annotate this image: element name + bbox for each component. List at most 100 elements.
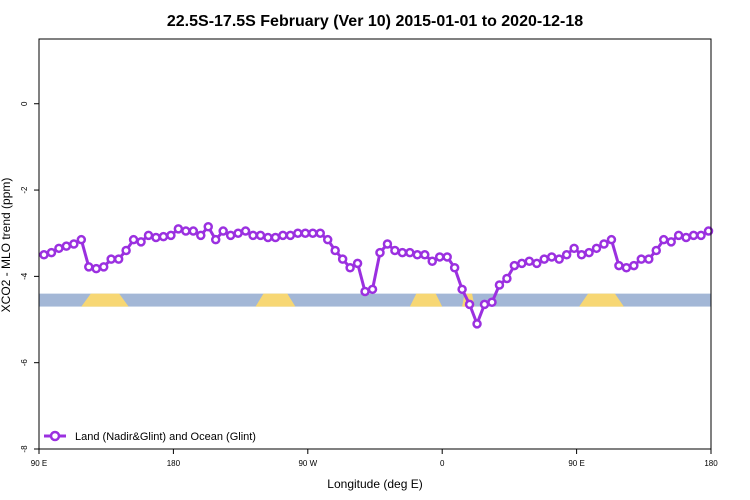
data-point: [300, 228, 311, 238]
data-point: [188, 226, 199, 236]
data-point: [270, 232, 281, 243]
data-point: [84, 262, 94, 272]
data-point: [703, 226, 714, 236]
data-point: [173, 224, 184, 234]
data-point: [143, 230, 154, 241]
data-point: [91, 263, 101, 274]
data-point: [345, 262, 355, 273]
data-point: [651, 245, 661, 256]
data-point: [561, 250, 572, 260]
data-point: [360, 286, 370, 297]
chart-title: 22.5S-17.5S February (Ver 10) 2015-01-01…: [167, 13, 583, 30]
data-point: [181, 226, 191, 236]
data-point: [337, 254, 348, 264]
y-axis: 0 -2 -4 -6 -8: [20, 101, 39, 453]
data-point: [464, 299, 475, 310]
data-point: [405, 247, 415, 258]
data-point: [248, 230, 258, 241]
data-point: [263, 232, 273, 243]
data-point: [54, 243, 64, 254]
data-point: [420, 250, 430, 260]
data-point: [621, 262, 632, 273]
data-point: [322, 234, 333, 245]
data-point: [69, 239, 79, 249]
data-point: [375, 247, 385, 258]
x-tick-label: 180: [167, 459, 181, 468]
data-point: [494, 280, 505, 290]
data-point: [233, 228, 243, 238]
data-point: [76, 234, 87, 245]
data-point: [509, 260, 520, 271]
land-segment: [579, 293, 624, 307]
data-point: [532, 258, 542, 269]
land-segment: [81, 293, 129, 307]
data-point: [278, 230, 288, 241]
data-point: [502, 273, 512, 284]
data-point: [39, 250, 49, 260]
data-point: [367, 284, 378, 295]
data-point: [330, 245, 340, 256]
data-point: [524, 256, 535, 267]
land-segment: [255, 293, 296, 307]
data-point: [61, 241, 72, 251]
legend-marker: [49, 430, 61, 442]
ocean-band: [39, 293, 711, 307]
y-tick-label: -6: [20, 359, 29, 367]
data-point: [487, 297, 497, 308]
x-tick-label: 90 E: [31, 459, 47, 468]
y-axis-label: XCO2 - MLO trend (ppm): [0, 178, 13, 313]
data-point: [688, 230, 699, 241]
data-point: [352, 258, 363, 269]
data-point: [225, 230, 236, 241]
y-tick-label: -4: [20, 272, 29, 280]
surface-band: [39, 293, 711, 307]
data-point: [255, 230, 266, 241]
data-point: [240, 226, 251, 236]
data-point: [554, 254, 564, 264]
data-point: [390, 245, 400, 256]
data-point: [517, 258, 527, 269]
y-tick-label: 0: [20, 101, 29, 106]
data-point: [158, 231, 169, 242]
data-point: [196, 230, 206, 241]
data-point: [397, 247, 408, 258]
plot-frame: [38, 38, 712, 450]
data-point: [681, 232, 691, 243]
data-point: [218, 226, 228, 236]
y-tick-label: -8: [20, 445, 29, 453]
y-tick-label: -2: [20, 186, 29, 194]
x-axis: 90 E 180 90 W 0 90 E 180: [31, 449, 718, 468]
data-point: [427, 256, 437, 267]
x-tick-label: 90 E: [568, 459, 584, 468]
data-point: [434, 252, 445, 262]
data-point: [599, 239, 609, 249]
data-point: [472, 319, 482, 329]
data-point: [673, 230, 684, 241]
data-point: [113, 254, 124, 264]
data-point: [457, 284, 467, 295]
data-point: [106, 254, 116, 264]
x-tick-label: 90 W: [298, 459, 317, 468]
data-point: [696, 230, 706, 241]
legend: Land (Nadir&Glint) and Ocean (Glint): [44, 430, 256, 443]
data-point: [614, 260, 624, 271]
data-point: [449, 262, 460, 273]
data-point: [442, 252, 452, 262]
data-point: [210, 234, 221, 245]
data-point: [546, 252, 557, 262]
data-point: [644, 254, 654, 264]
data-point: [315, 228, 325, 238]
data-point: [128, 234, 139, 245]
data-point: [293, 228, 303, 238]
data-point: [121, 245, 131, 256]
data-point: [136, 237, 146, 247]
x-axis-label: Longitude (deg E): [327, 477, 422, 491]
x-tick-label: 0: [440, 459, 445, 468]
data-point: [666, 237, 676, 247]
x-tick-label: 180: [704, 459, 718, 468]
data-point: [591, 243, 602, 254]
data-point: [308, 228, 318, 238]
legend-label: Land (Nadir&Glint) and Ocean (Glint): [75, 431, 256, 443]
data-point: [569, 243, 579, 254]
